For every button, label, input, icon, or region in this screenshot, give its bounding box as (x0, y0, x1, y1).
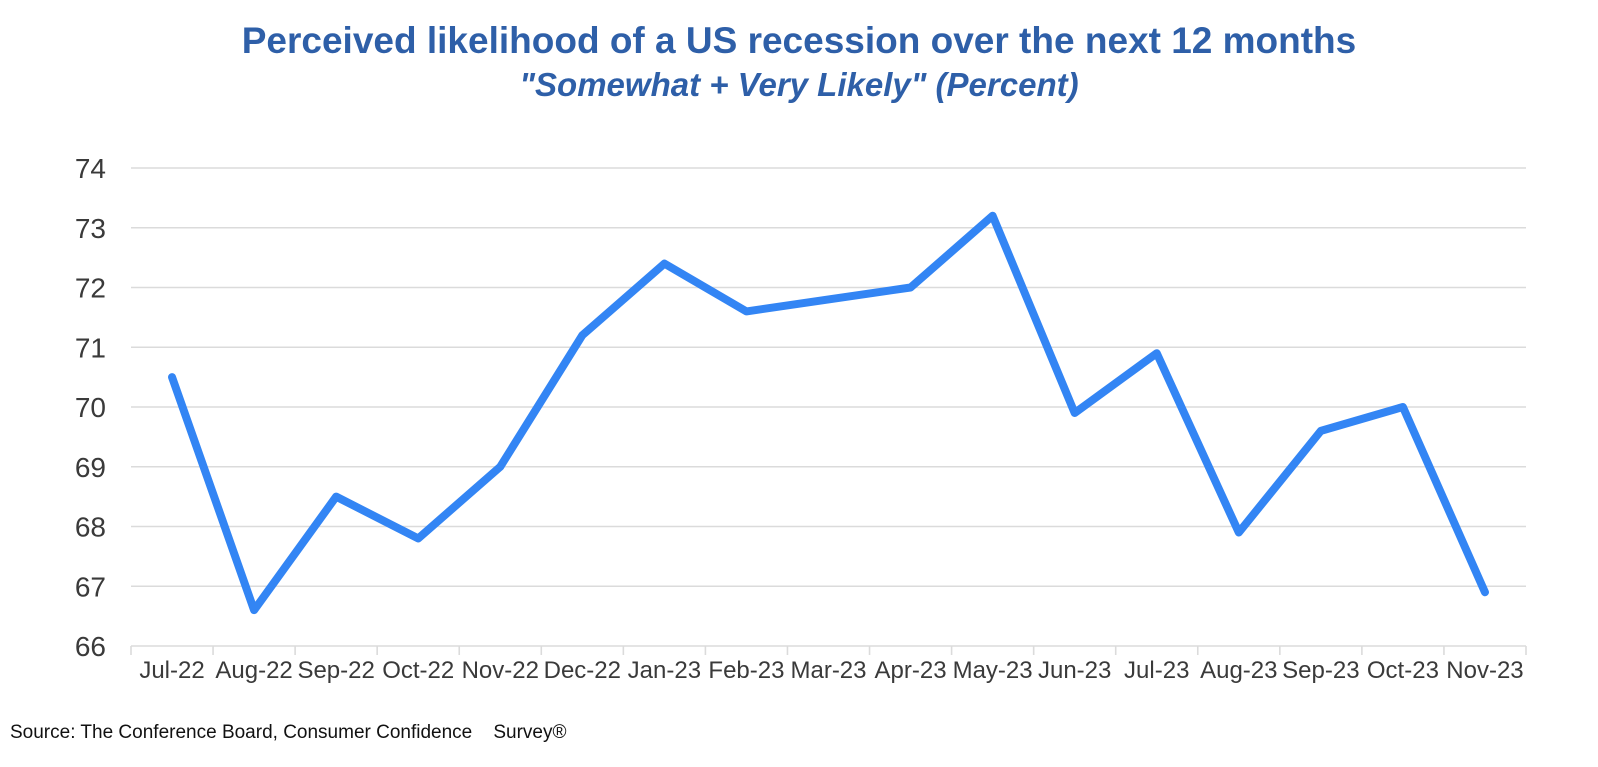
chart-subtitle: "Somewhat + Very Likely" (Percent) (519, 66, 1079, 103)
x-tick-label: Jul-23 (1124, 657, 1189, 684)
x-tick-label: Nov-23 (1446, 657, 1523, 684)
x-tick-label: Feb-23 (708, 657, 784, 684)
source-note: Source: The Conference Board, Consumer C… (10, 722, 567, 743)
y-tick-label: 67 (75, 571, 106, 602)
x-tick-label: Aug-23 (1200, 657, 1277, 684)
x-tick-label: Apr-23 (875, 657, 947, 684)
data-series-line (168, 211, 1489, 615)
x-tick-label: Jun-23 (1038, 657, 1111, 684)
y-tick-label: 73 (75, 213, 106, 244)
chart-header: Perceived likelihood of a US recession o… (0, 20, 1598, 104)
y-tick-label: 71 (75, 332, 106, 363)
y-tick-label: 68 (75, 512, 106, 543)
y-tick-label: 69 (75, 452, 106, 483)
x-tick-label: Mar-23 (790, 657, 866, 684)
x-tick-label: Aug-22 (215, 657, 292, 684)
y-tick-label: 66 (75, 631, 106, 662)
chart-title: Perceived likelihood of a US recession o… (241, 20, 1357, 61)
x-tick-label: Sep-23 (1282, 657, 1359, 684)
y-tick-label: 72 (75, 273, 106, 304)
x-tick-label: Jul-22 (139, 657, 204, 684)
x-tick-label: May-23 (953, 657, 1033, 684)
line-chart-canvas: 66 67 68 69 70 71 72 73 74 Jul-22 Aug-22 Sep-22 Oct-… (75, 153, 1527, 684)
y-tick-label: 74 (75, 153, 106, 184)
x-tick-label: Dec-22 (544, 657, 621, 684)
x-tick-label: Oct-23 (1367, 657, 1439, 684)
x-tick-label: Jan-23 (628, 657, 701, 684)
x-tick-label: Sep-22 (297, 657, 374, 684)
y-tick-label: 70 (75, 392, 106, 423)
x-tick-label: Oct-22 (382, 657, 454, 684)
x-tick-label: Nov-22 (462, 657, 539, 684)
